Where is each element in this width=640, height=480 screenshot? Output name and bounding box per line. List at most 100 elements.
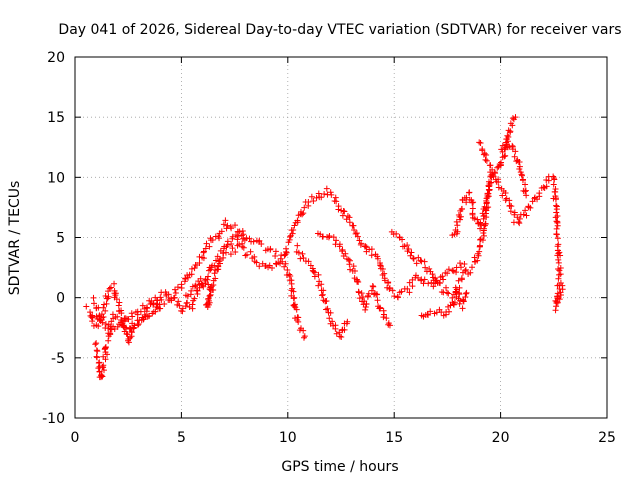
grid-lines bbox=[75, 57, 607, 418]
data-point bbox=[469, 264, 476, 271]
data-point bbox=[413, 260, 420, 267]
data-point bbox=[178, 284, 185, 291]
data-point bbox=[171, 294, 178, 301]
data-point bbox=[243, 251, 250, 258]
data-point bbox=[218, 228, 225, 235]
data-point bbox=[358, 290, 365, 297]
data-point bbox=[203, 240, 210, 247]
data-point bbox=[247, 248, 254, 255]
data-point bbox=[206, 243, 213, 250]
data-point bbox=[553, 218, 560, 225]
data-point bbox=[89, 314, 96, 321]
y-tick-label: -5 bbox=[51, 351, 65, 367]
data-point bbox=[363, 300, 370, 307]
data-point bbox=[346, 219, 353, 226]
data-point bbox=[453, 289, 460, 296]
data-point bbox=[209, 237, 216, 244]
data-point bbox=[228, 225, 235, 232]
data-point bbox=[463, 289, 470, 296]
data-point bbox=[477, 236, 484, 243]
data-point bbox=[462, 268, 469, 275]
data-point bbox=[536, 193, 543, 200]
chart-title: Day 041 of 2026, Sidereal Day-to-day VTE… bbox=[58, 22, 621, 38]
y-tick-label: 5 bbox=[56, 231, 65, 247]
data-point bbox=[362, 303, 369, 310]
data-point bbox=[415, 274, 422, 281]
data-point bbox=[495, 179, 502, 186]
data-point bbox=[200, 248, 207, 255]
data-point bbox=[299, 211, 306, 218]
data-point bbox=[172, 289, 179, 296]
data-point bbox=[465, 189, 472, 196]
data-point bbox=[339, 212, 346, 219]
data-point bbox=[374, 255, 381, 262]
data-point bbox=[99, 373, 106, 380]
data-point bbox=[95, 304, 102, 311]
data-point bbox=[456, 284, 463, 291]
data-point bbox=[108, 326, 115, 333]
data-point bbox=[404, 242, 411, 249]
data-point bbox=[452, 288, 459, 295]
data-point bbox=[476, 242, 483, 249]
data-point bbox=[333, 237, 340, 244]
data-point bbox=[333, 198, 340, 205]
data-point bbox=[471, 254, 478, 261]
data-point bbox=[404, 285, 411, 292]
data-point bbox=[556, 267, 563, 274]
y-tick-label: -10 bbox=[42, 411, 65, 427]
data-point bbox=[185, 274, 192, 281]
data-point bbox=[479, 146, 486, 153]
data-point bbox=[351, 267, 358, 274]
data-point bbox=[253, 259, 260, 266]
data-point bbox=[211, 270, 218, 277]
data-point bbox=[408, 249, 415, 256]
data-point bbox=[118, 310, 125, 317]
data-point bbox=[417, 257, 424, 264]
x-tick-label: 20 bbox=[492, 430, 510, 446]
data-point bbox=[102, 320, 109, 327]
data-point bbox=[114, 323, 121, 330]
data-point bbox=[293, 306, 300, 313]
data-point bbox=[451, 299, 458, 306]
data-point bbox=[522, 188, 529, 195]
data-point bbox=[157, 294, 164, 301]
data-point bbox=[200, 255, 207, 262]
data-point bbox=[256, 263, 263, 270]
data-point bbox=[295, 249, 302, 256]
data-point bbox=[512, 148, 519, 155]
data-point bbox=[487, 179, 494, 186]
data-point bbox=[153, 303, 160, 310]
data-point bbox=[554, 222, 561, 229]
data-point bbox=[469, 199, 476, 206]
data-point bbox=[376, 304, 383, 311]
data-point bbox=[281, 263, 288, 270]
data-point bbox=[426, 265, 433, 272]
data-point bbox=[523, 192, 530, 199]
data-point bbox=[385, 279, 392, 286]
data-point bbox=[543, 177, 550, 184]
data-point bbox=[290, 288, 297, 295]
data-point bbox=[282, 260, 289, 267]
data-point bbox=[478, 221, 485, 228]
data-point bbox=[138, 317, 145, 324]
data-point bbox=[341, 208, 348, 215]
data-point bbox=[458, 206, 465, 213]
data-point bbox=[551, 176, 558, 183]
data-point bbox=[174, 284, 181, 291]
data-point bbox=[552, 307, 559, 314]
data-point bbox=[171, 286, 178, 293]
data-point bbox=[310, 268, 317, 275]
data-point bbox=[283, 249, 290, 256]
data-point bbox=[457, 264, 464, 271]
data-point bbox=[347, 266, 354, 273]
data-point bbox=[295, 318, 302, 325]
data-point bbox=[182, 303, 189, 310]
data-point bbox=[540, 184, 547, 191]
data-point bbox=[112, 292, 119, 299]
data-point bbox=[269, 265, 276, 272]
data-point bbox=[176, 302, 183, 309]
data-point bbox=[294, 242, 301, 249]
data-point bbox=[205, 273, 212, 280]
data-point bbox=[365, 290, 372, 297]
data-point bbox=[202, 245, 209, 252]
